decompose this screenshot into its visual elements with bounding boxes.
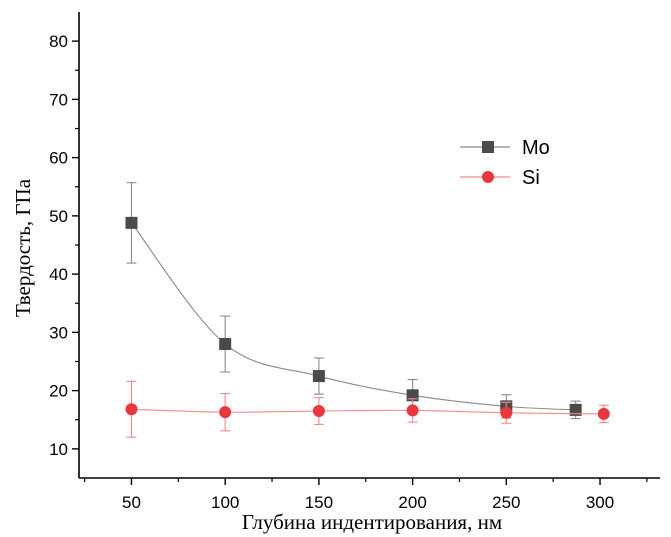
- y-tick-label: 60: [49, 149, 68, 168]
- y-axis-title: Твердость, ГПа: [11, 178, 35, 317]
- si-point: [312, 405, 325, 418]
- legend-marker-si: [482, 171, 494, 183]
- series-mo: [125, 182, 582, 420]
- x-tick-label: 100: [211, 493, 239, 512]
- x-tick-label: 50: [122, 493, 141, 512]
- x-tick-label: 200: [398, 493, 426, 512]
- mo-point: [569, 403, 582, 416]
- mo-point: [219, 338, 232, 351]
- y-tick-label: 10: [49, 440, 68, 459]
- y-tick-label: 20: [49, 382, 68, 401]
- x-axis-title: Глубина индентирования, нм: [242, 510, 502, 534]
- si-fit-line: [131, 408, 604, 415]
- mo-point: [125, 216, 138, 229]
- mo-fit-line: [131, 222, 576, 411]
- si-point: [406, 404, 419, 417]
- y-tick-label: 50: [49, 207, 68, 226]
- si-point: [597, 407, 610, 420]
- si-point: [219, 406, 232, 419]
- si-point: [125, 403, 138, 416]
- x-tick-label: 250: [492, 493, 520, 512]
- series-si: [125, 380, 610, 438]
- y-tick-label: 80: [49, 32, 68, 51]
- series-layer: [125, 182, 610, 438]
- legend: Mo Si: [460, 137, 550, 189]
- legend-item-si: Si: [460, 167, 540, 189]
- x-tick-label: 300: [586, 493, 614, 512]
- si-point: [500, 406, 513, 419]
- y-tick-label: 40: [49, 265, 68, 284]
- axes: 50 100 150 200 250 300 10 20 30 40 50 60 70 80: [49, 12, 660, 512]
- mo-point: [312, 370, 325, 383]
- y-tick-label: 70: [49, 90, 68, 109]
- y-tick-label: 30: [49, 323, 68, 342]
- x-tick-label: 150: [305, 493, 333, 512]
- legend-label-mo: Mo: [522, 137, 550, 159]
- legend-marker-mo: [482, 141, 494, 153]
- legend-item-mo: Mo: [460, 137, 550, 159]
- legend-label-si: Si: [522, 167, 540, 189]
